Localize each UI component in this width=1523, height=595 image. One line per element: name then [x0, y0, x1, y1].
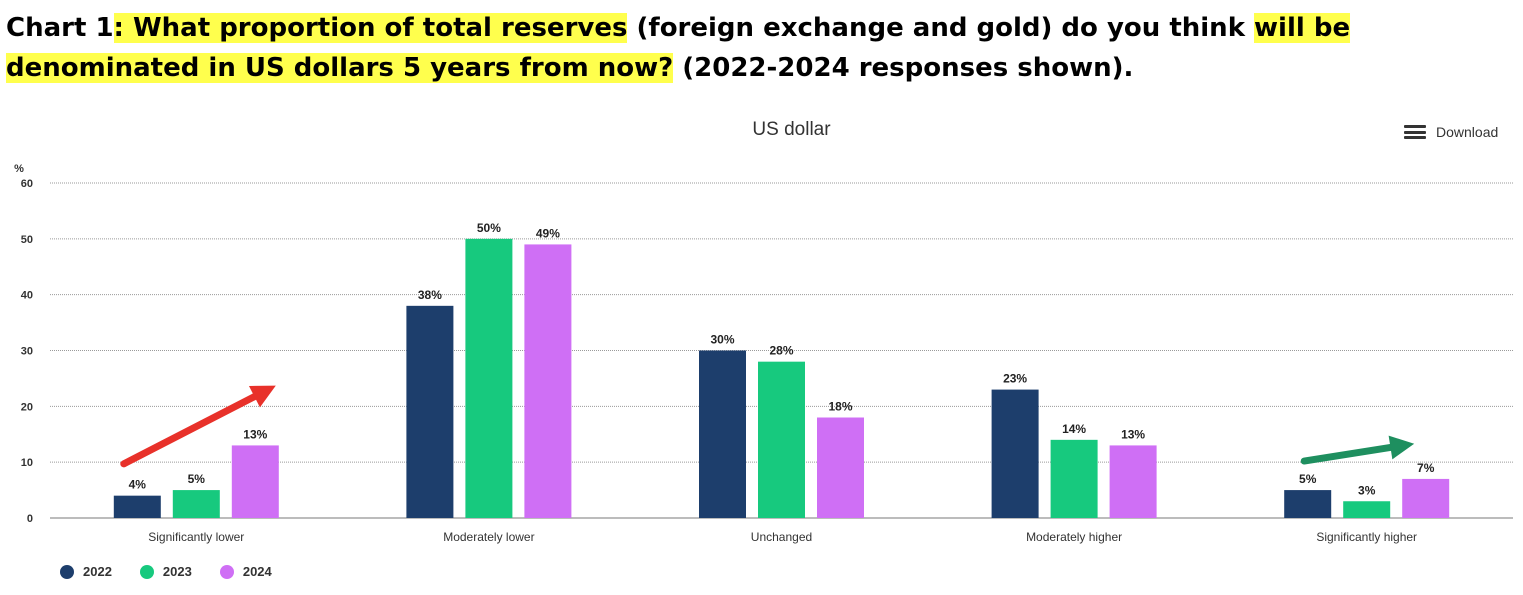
bar-2023: [758, 361, 805, 518]
download-label: Download: [1436, 124, 1499, 140]
green-arrow-head: [1388, 435, 1415, 460]
y-axis-label: %: [14, 163, 24, 175]
y-tick-label: 50: [21, 234, 33, 246]
bar-2023: [1050, 439, 1098, 518]
chart-legend: 2022 2023 2024: [60, 564, 272, 579]
bar-2024: [1109, 445, 1157, 518]
legend-item-2023[interactable]: 2023: [139, 564, 192, 579]
y-tick-label: 0: [27, 513, 33, 525]
data-label: 5%: [188, 472, 206, 486]
bar-2022: [406, 305, 454, 518]
legend-label-2022: 2022: [83, 564, 112, 579]
y-tick-label: 10: [21, 457, 33, 469]
bar-2022: [1284, 490, 1332, 518]
headline-highlight-1: : What proportion of total reserves: [113, 13, 628, 43]
x-tick-label: Significantly lower: [148, 530, 244, 544]
legend-dot-2023: [139, 564, 154, 579]
data-label: 50%: [477, 221, 501, 235]
legend-item-2024[interactable]: 2024: [219, 564, 272, 579]
y-tick-label: 60: [21, 178, 33, 190]
data-label: 18%: [828, 400, 852, 414]
legend-dot-2024: [219, 564, 234, 579]
download-button[interactable]: Download: [1404, 124, 1498, 140]
data-label: 13%: [1121, 427, 1145, 441]
bar-2023: [1343, 501, 1391, 518]
data-label: 30%: [710, 333, 734, 347]
x-tick-label: Moderately lower: [443, 530, 534, 544]
data-label: 5%: [1299, 472, 1317, 486]
legend-label-2023: 2023: [162, 564, 192, 579]
chart-headline: Chart 1: What proportion of total reserv…: [6, 8, 1506, 88]
legend-label-2024: 2024: [242, 564, 272, 579]
bar-2024: [1402, 478, 1450, 518]
bar-2022: [991, 389, 1039, 518]
y-tick-label: 20: [21, 401, 33, 413]
bar-2024: [817, 417, 864, 518]
data-label: 38%: [418, 288, 442, 302]
data-label: 49%: [536, 226, 560, 240]
headline-text-2: (foreign exchange and gold) do you think: [627, 13, 1255, 43]
legend-dot-2022: [60, 564, 74, 579]
headline-text-4: (2022-2024 responses shown).: [673, 53, 1134, 83]
chart-title: US dollar: [752, 119, 831, 140]
green-arrow-shaft: [1300, 443, 1394, 465]
x-tick-label: Unchanged: [751, 530, 812, 544]
x-tick-label: Moderately higher: [1026, 530, 1122, 544]
data-label: 13%: [243, 427, 267, 441]
red-arrow-shaft: [120, 393, 258, 468]
headline-prefix: Chart 1: [6, 13, 114, 43]
data-label: 7%: [1417, 461, 1435, 475]
y-tick-label: 30: [21, 346, 33, 358]
data-label: 4%: [129, 478, 147, 492]
bar-2022: [113, 495, 161, 518]
bar-2023: [172, 490, 220, 518]
data-label: 14%: [1062, 422, 1086, 436]
x-tick-label: Significantly higher: [1316, 530, 1417, 544]
data-label: 28%: [769, 344, 793, 358]
bar-2022: [699, 350, 746, 518]
red-arrow-head: [248, 385, 276, 408]
bar-2024: [231, 445, 279, 518]
data-label: 23%: [1003, 372, 1027, 386]
bar-2024: [524, 244, 572, 518]
data-label: 3%: [1358, 483, 1376, 497]
bar-2023: [465, 238, 513, 519]
menu-icon: [1404, 125, 1426, 139]
y-tick-label: 40: [21, 290, 33, 302]
legend-item-2022[interactable]: 2022: [60, 564, 112, 579]
